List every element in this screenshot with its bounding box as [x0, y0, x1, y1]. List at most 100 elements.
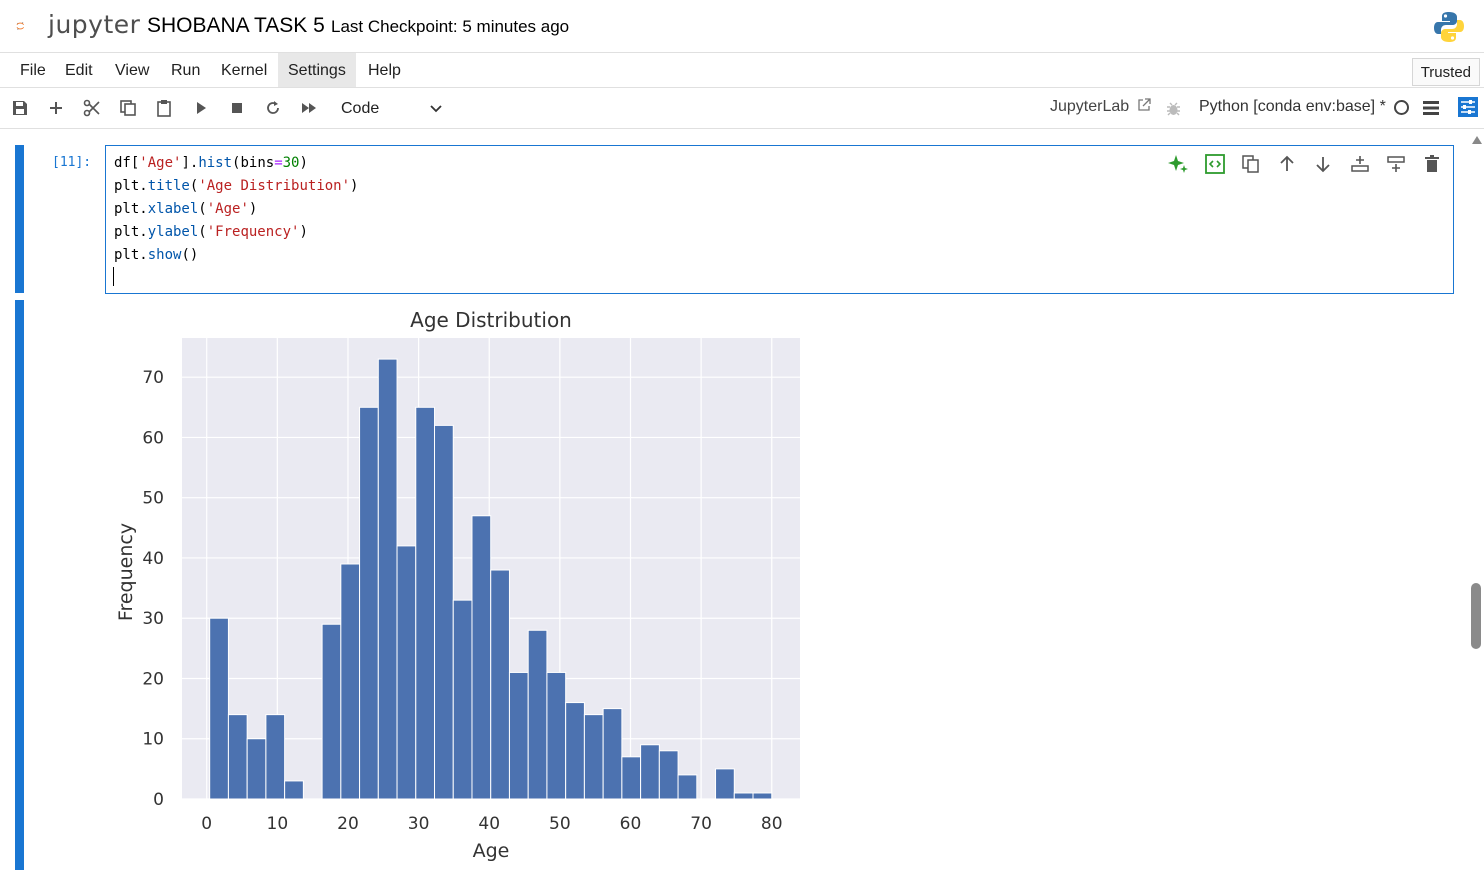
histogram-bar	[640, 744, 660, 800]
python-logo-icon	[1434, 12, 1464, 42]
jupyterlab-link-label: JupyterLab	[1050, 98, 1130, 115]
chevron-down-icon	[430, 105, 442, 113]
x-tick-label: 20	[337, 814, 359, 834]
menu-file[interactable]: File	[20, 62, 46, 79]
histogram-bar	[321, 623, 342, 800]
run-all-icon[interactable]	[297, 96, 321, 120]
cut-icon[interactable]	[80, 96, 104, 120]
histogram-bar	[434, 424, 454, 800]
menu-kernel[interactable]: Kernel	[221, 62, 268, 79]
cell-type-select[interactable]: Code	[334, 94, 451, 122]
code-line-4: plt.ylabel('Frequency')	[114, 224, 308, 240]
histogram-bar	[546, 671, 567, 800]
x-axis-label: Age	[473, 840, 510, 862]
x-tick-label: 40	[478, 814, 500, 834]
histogram-bar	[359, 406, 379, 800]
histogram-bar	[284, 780, 304, 800]
execution-prompt: [11]:	[52, 155, 92, 170]
top-bar: jupyter SHOBANA TASK 5 Last Checkpoint: …	[0, 0, 1484, 53]
y-tick-label: 10	[142, 730, 164, 750]
chart-title: Age Distribution	[410, 308, 572, 332]
duplicate-cell-icon[interactable]	[1239, 152, 1263, 176]
run-cell-icon[interactable]	[189, 96, 213, 120]
trusted-indicator[interactable]: Trusted	[1411, 58, 1480, 86]
scrollbar[interactable]	[1469, 128, 1484, 877]
menu-help[interactable]: Help	[368, 62, 401, 79]
histogram-bar	[752, 792, 773, 800]
copy-icon[interactable]	[116, 96, 140, 120]
histogram-bar	[715, 768, 735, 800]
menu-bar: File Edit View Run Kernel Settings Help …	[0, 53, 1484, 88]
age-histogram-chart: 0 10 20 30 40 50 60 70 80 0 10 20 30 40 50 60 70 Age Di…	[115, 308, 800, 862]
histogram-bar	[527, 629, 548, 800]
code-content[interactable]: df['Age'].hist(bins=30) plt.title('Age D…	[114, 152, 358, 267]
histogram-bar	[583, 714, 604, 800]
code-editor[interactable]: df['Age'].hist(bins=30) plt.title('Age D…	[105, 145, 1454, 294]
y-tick-label: 30	[142, 609, 164, 629]
add-cell-icon[interactable]	[44, 96, 68, 120]
jupyter-logo-text[interactable]: jupyter	[48, 10, 141, 39]
cell-type-value: Code	[341, 100, 380, 117]
scrollbar-thumb[interactable]	[1471, 583, 1481, 649]
input-collapser[interactable]	[15, 145, 24, 293]
histogram-bar	[209, 617, 229, 800]
restart-icon[interactable]	[261, 96, 285, 120]
scroll-up-arrow-icon[interactable]	[1472, 136, 1482, 144]
y-tick-label: 40	[142, 549, 164, 569]
debugger-bug-icon[interactable]	[1165, 100, 1182, 117]
histogram-bar	[246, 738, 267, 800]
histogram-bar	[490, 569, 510, 800]
menu-lines-icon[interactable]	[1423, 101, 1439, 115]
move-up-icon[interactable]	[1275, 152, 1299, 176]
move-down-icon[interactable]	[1311, 152, 1335, 176]
stop-icon[interactable]	[225, 96, 249, 120]
histogram-bar	[452, 599, 473, 800]
delete-cell-icon[interactable]	[1420, 152, 1444, 176]
y-tick-label: 50	[142, 489, 164, 509]
histogram-bar	[227, 714, 248, 800]
code-line-1: df['Age'].hist(bins=30)	[114, 155, 308, 171]
histogram-bar	[602, 708, 623, 800]
histogram-bar	[377, 358, 398, 800]
insert-above-icon[interactable]	[1348, 152, 1372, 176]
histogram-bar	[340, 563, 361, 800]
code-format-icon[interactable]	[1203, 152, 1227, 176]
x-tick-label: 60	[620, 814, 642, 834]
menu-view[interactable]: View	[115, 62, 150, 79]
x-tick-label: 30	[408, 814, 430, 834]
notebook-title[interactable]: SHOBANA TASK 5	[147, 14, 325, 37]
kernel-name[interactable]: Python [conda env:base] *	[1199, 98, 1386, 115]
jupyterlab-link[interactable]: JupyterLab	[1050, 98, 1151, 116]
x-tick-label: 0	[201, 814, 212, 834]
y-tick-label: 0	[153, 790, 164, 810]
code-line-3: plt.xlabel('Age')	[114, 201, 258, 217]
code-line-2: plt.title('Age Distribution')	[114, 178, 359, 194]
insert-below-icon[interactable]	[1384, 152, 1408, 176]
ai-sparkle-icon[interactable]	[1166, 152, 1190, 176]
menu-run[interactable]: Run	[171, 62, 201, 79]
histogram-bar	[471, 515, 492, 800]
external-link-icon	[1137, 98, 1151, 111]
checkpoint-status: Last Checkpoint: 5 minutes ago	[331, 17, 570, 36]
text-cursor	[113, 267, 114, 286]
x-tick-label: 50	[549, 814, 571, 834]
jupyter-logo-icon[interactable]	[16, 10, 48, 42]
property-inspector-icon[interactable]	[1458, 97, 1478, 117]
histogram-bar	[415, 406, 436, 800]
histogram-bar	[733, 792, 754, 800]
y-tick-label: 20	[142, 669, 164, 689]
x-tick-label: 10	[267, 814, 289, 834]
histogram-bar	[265, 714, 286, 800]
code-line-5: plt.show()	[114, 247, 199, 263]
kernel-status-icon	[1394, 100, 1409, 115]
y-tick-label: 70	[142, 368, 164, 388]
paste-icon[interactable]	[152, 96, 176, 120]
menu-edit[interactable]: Edit	[65, 62, 93, 79]
histogram-bar	[677, 774, 698, 800]
save-icon[interactable]	[8, 96, 32, 120]
menu-settings[interactable]: Settings	[278, 53, 356, 87]
output-collapser[interactable]	[15, 300, 24, 870]
notebook-toolbar: Code JupyterLab Python [conda env:base] …	[0, 88, 1484, 129]
histogram-bar	[658, 750, 679, 800]
y-axis-label: Frequency	[115, 523, 137, 621]
